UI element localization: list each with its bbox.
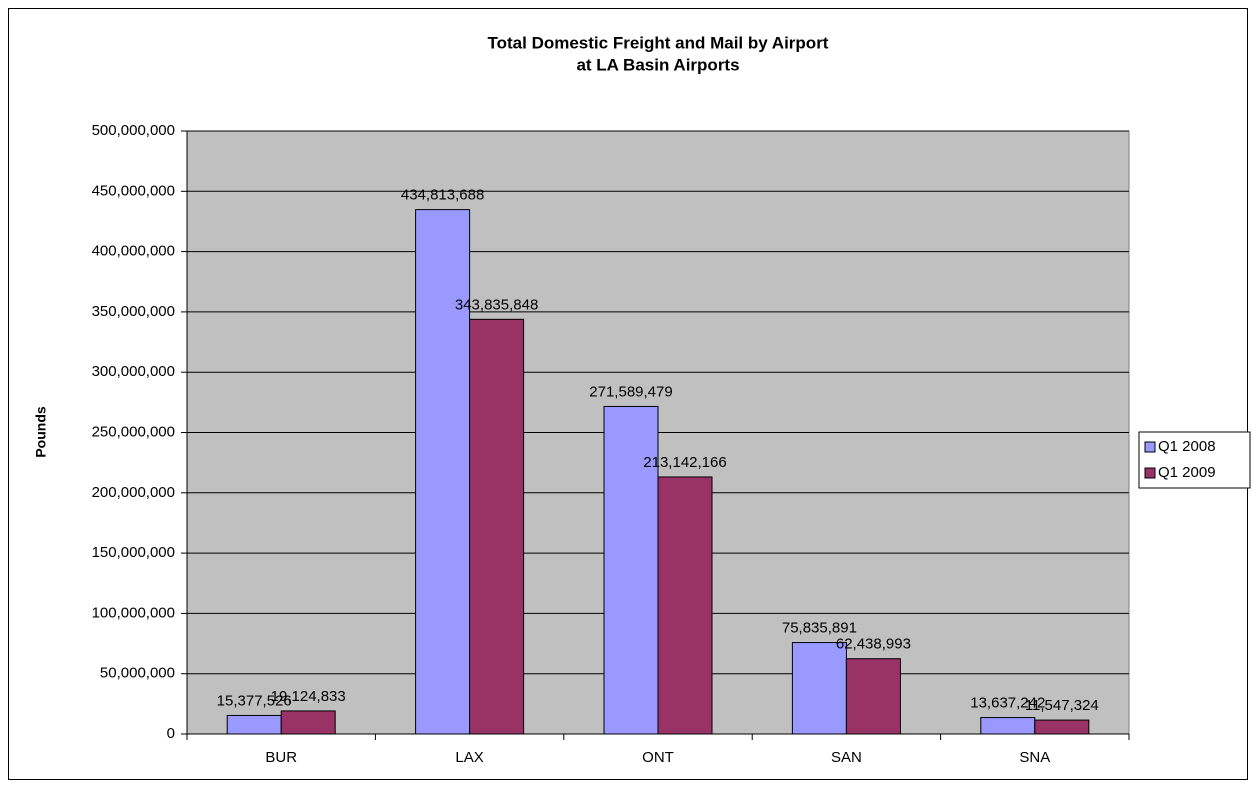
data-label: 75,835,891 [782, 620, 857, 637]
y-tick-label: 250,000,000 [92, 423, 175, 440]
y-tick-label: 200,000,000 [92, 484, 175, 501]
y-tick-label: 500,000,000 [92, 122, 175, 139]
legend-label: Q1 2009 [1158, 464, 1216, 481]
bar [280, 710, 336, 735]
y-tick-label: 400,000,000 [92, 243, 175, 260]
legend-swatch [1144, 467, 1156, 479]
data-label: 434,813,688 [401, 187, 484, 204]
y-tick-label: 450,000,000 [92, 182, 175, 199]
bar [791, 642, 847, 735]
bar [603, 405, 659, 735]
data-label: 19,124,833 [271, 688, 346, 705]
legend-swatch [1144, 441, 1156, 453]
bar [845, 658, 901, 735]
chart-title: at LA Basin Airports [576, 55, 739, 74]
x-tick-label: SNA [1019, 749, 1050, 766]
data-label: 11,547,324 [1025, 697, 1099, 714]
bar [1034, 719, 1090, 735]
y-tick-label: 150,000,000 [92, 544, 175, 561]
data-label: 213,142,166 [643, 454, 726, 471]
bar [415, 209, 471, 735]
y-tick-label: 0 [167, 725, 175, 742]
x-tick-label: LAX [455, 749, 483, 766]
y-tick-label: 100,000,000 [92, 604, 175, 621]
bar [980, 717, 1036, 735]
chart-title: Total Domestic Freight and Mail by Airpo… [488, 33, 829, 52]
data-label: 343,835,848 [455, 296, 538, 313]
data-label: 62,438,993 [836, 636, 911, 653]
data-label: 15,377,526 [217, 692, 292, 709]
bar [469, 318, 525, 735]
x-tick-label: ONT [642, 749, 674, 766]
data-label: 13,637,242 [970, 695, 1045, 712]
bar [226, 714, 282, 735]
legend-label: Q1 2008 [1158, 438, 1216, 455]
bar [657, 476, 713, 735]
y-tick-label: 300,000,000 [92, 363, 175, 380]
x-tick-label: SAN [831, 749, 862, 766]
legend-box [1138, 431, 1251, 489]
data-label: 271,589,479 [589, 383, 672, 400]
x-tick-label: BUR [265, 749, 297, 766]
y-axis-label: Pounds [33, 406, 49, 458]
y-tick-label: 350,000,000 [92, 303, 175, 320]
y-tick-label: 50,000,000 [100, 665, 175, 682]
